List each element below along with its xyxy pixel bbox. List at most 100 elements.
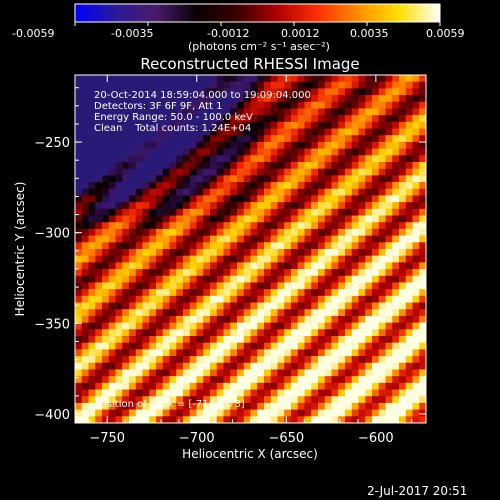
heatmap-cell bbox=[311, 255, 319, 263]
heatmap-cell bbox=[142, 255, 150, 263]
heatmap-cell bbox=[345, 396, 353, 404]
heatmap-cell bbox=[338, 362, 346, 371]
heatmap-cell bbox=[196, 409, 204, 417]
heatmap-cell bbox=[324, 342, 333, 350]
heatmap-cell bbox=[142, 336, 150, 344]
heatmap-cell bbox=[183, 409, 191, 417]
heatmap-cell bbox=[399, 349, 407, 357]
heatmap-cell bbox=[81, 322, 90, 330]
heatmap-cell bbox=[216, 262, 225, 270]
heatmap-cell bbox=[142, 81, 150, 89]
heatmap-cell bbox=[297, 228, 306, 237]
heatmap-cell bbox=[135, 269, 144, 277]
heatmap-cell bbox=[257, 282, 265, 290]
heatmap-cell bbox=[243, 376, 252, 384]
heatmap-cell bbox=[237, 302, 245, 310]
heatmap-cell bbox=[311, 141, 319, 150]
heatmap-cell bbox=[176, 115, 184, 123]
heatmap-cell bbox=[311, 155, 319, 163]
heatmap-cell bbox=[115, 402, 123, 411]
heatmap-cell bbox=[331, 376, 339, 384]
heatmap-cell bbox=[135, 369, 144, 377]
heatmap-cell bbox=[338, 135, 346, 143]
heatmap-cell bbox=[216, 349, 225, 357]
heatmap-cell bbox=[324, 128, 333, 136]
heatmap-cell bbox=[338, 155, 346, 163]
heatmap-cell bbox=[189, 369, 198, 377]
heatmap-cell bbox=[257, 168, 265, 176]
heatmap-cell bbox=[196, 88, 204, 96]
heatmap-cell bbox=[372, 175, 380, 183]
heatmap-cell bbox=[183, 369, 191, 377]
colorbar-tick-label-5: 0.0059 bbox=[426, 27, 465, 40]
heatmap-cell bbox=[270, 342, 279, 350]
heatmap-cell bbox=[230, 269, 238, 277]
heatmap-cell bbox=[297, 342, 306, 350]
heatmap-cell bbox=[311, 295, 319, 304]
heatmap-cell bbox=[149, 81, 157, 89]
heatmap-cell bbox=[122, 202, 130, 210]
heatmap-cell bbox=[210, 75, 218, 83]
heatmap-cell bbox=[115, 148, 123, 156]
heatmap-cell bbox=[304, 336, 312, 344]
heatmap-cell bbox=[237, 215, 245, 223]
heatmap-cell bbox=[230, 376, 238, 384]
heatmap-cell bbox=[169, 282, 177, 290]
heatmap-cell bbox=[412, 155, 420, 163]
heatmap-cell bbox=[277, 416, 285, 423]
heatmap-cell bbox=[345, 315, 353, 324]
heatmap-cell bbox=[358, 75, 366, 83]
heatmap-cell bbox=[203, 302, 211, 310]
heatmap-cell bbox=[351, 315, 360, 324]
heatmap-cell bbox=[277, 141, 285, 150]
heatmap-cell bbox=[365, 362, 373, 371]
heatmap-cell bbox=[75, 175, 83, 183]
heatmap-cell bbox=[351, 402, 360, 411]
heatmap-cell bbox=[324, 362, 333, 371]
heatmap-cell bbox=[122, 349, 130, 357]
heatmap-cell bbox=[129, 108, 137, 116]
heatmap-cell bbox=[372, 88, 380, 96]
heatmap-cell bbox=[223, 215, 231, 223]
heatmap-cell bbox=[102, 228, 110, 237]
heatmap-cell bbox=[176, 88, 184, 96]
heatmap-cell bbox=[203, 362, 211, 371]
heatmap-cell bbox=[203, 168, 211, 176]
heatmap-cell bbox=[108, 362, 117, 371]
heatmap-cell bbox=[108, 135, 117, 143]
heatmap-cell bbox=[318, 295, 326, 304]
heatmap-cell bbox=[378, 128, 387, 136]
heatmap-cell bbox=[284, 249, 292, 257]
heatmap-cell bbox=[304, 369, 312, 377]
heatmap-cell bbox=[108, 95, 117, 103]
heatmap-cell bbox=[142, 242, 150, 250]
heatmap-cell bbox=[392, 382, 400, 391]
heatmap-cell bbox=[318, 195, 326, 203]
heatmap-cell bbox=[291, 302, 299, 310]
heatmap-cell bbox=[169, 329, 177, 337]
heatmap-cell bbox=[75, 315, 83, 324]
heatmap-cell bbox=[196, 336, 204, 344]
heatmap-cell bbox=[156, 262, 164, 270]
heatmap-cell bbox=[277, 362, 285, 371]
heatmap-cell bbox=[115, 182, 123, 190]
heatmap-cell bbox=[237, 356, 245, 364]
heatmap-cell bbox=[345, 141, 353, 150]
heatmap-cell bbox=[399, 95, 407, 103]
heatmap-cell bbox=[149, 356, 157, 364]
heatmap-cell bbox=[297, 108, 306, 116]
heatmap-cell bbox=[122, 282, 130, 290]
heatmap-cell bbox=[237, 376, 245, 384]
heatmap-cell bbox=[264, 162, 272, 170]
heatmap-cell bbox=[237, 369, 245, 377]
heatmap-cell bbox=[169, 396, 177, 404]
heatmap-cell bbox=[331, 249, 339, 257]
heatmap-cell bbox=[230, 235, 238, 243]
heatmap-cell bbox=[358, 141, 366, 150]
heatmap-cell bbox=[257, 208, 265, 217]
heatmap-cell bbox=[284, 289, 292, 297]
heatmap-cell bbox=[351, 168, 360, 176]
heatmap-cell bbox=[358, 168, 366, 176]
heatmap-cell bbox=[304, 322, 312, 330]
heatmap-cell bbox=[243, 336, 252, 344]
